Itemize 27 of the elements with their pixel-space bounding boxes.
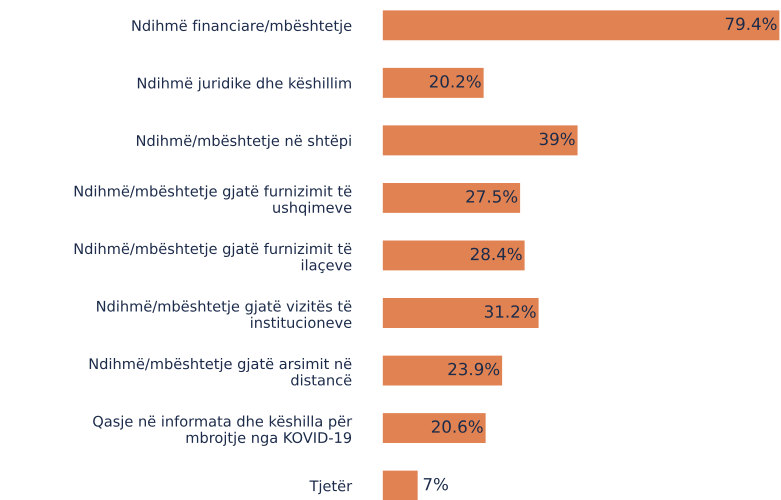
y-tick-label: Ndihmë/mbështetje në shtëpi bbox=[136, 134, 351, 149]
data-label: 27.5% bbox=[466, 190, 518, 203]
data-label: 31.2% bbox=[484, 305, 536, 318]
data-label: 28.4% bbox=[470, 248, 522, 260]
bar bbox=[382, 240, 525, 270]
bar bbox=[382, 356, 502, 386]
y-tick-label: Ndihmë/mbështetje gjatë furnizimit të ushqimeve bbox=[74, 185, 352, 216]
bar bbox=[382, 470, 418, 500]
data-label: 7% bbox=[424, 478, 448, 490]
data-label: 23.9% bbox=[448, 362, 500, 376]
y-tick-label: Qasje në informata dhe këshilla për mbrojtje nga KOVID-19 bbox=[93, 415, 352, 446]
bar bbox=[382, 182, 520, 213]
data-label: 39% bbox=[540, 132, 575, 146]
y-tick-label: Ndihmë/mbështetje gjatë vizitës të institucioneve bbox=[97, 300, 352, 328]
bar bbox=[382, 68, 484, 98]
bar bbox=[382, 413, 486, 444]
y-tick-label: Ndihmë/mbështetje gjatë furnizimit të ilaçeve bbox=[74, 242, 352, 274]
data-label: 20.2% bbox=[430, 75, 481, 88]
bar bbox=[382, 298, 539, 328]
y-tick-label: Ndihmë/mbështetje gjatë arsimit në distancë bbox=[90, 358, 352, 386]
data-label: 79.4% bbox=[726, 18, 777, 30]
bar bbox=[382, 10, 780, 40]
data-label: 20.6% bbox=[432, 420, 483, 433]
bar bbox=[382, 125, 578, 156]
y-tick-label: Ndihmë financiare/mbështetje bbox=[132, 20, 352, 34]
y-tick-label: Tjetër bbox=[309, 480, 352, 494]
y-tick-label: Ndihmë juridike dhe këshillim bbox=[138, 77, 351, 92]
